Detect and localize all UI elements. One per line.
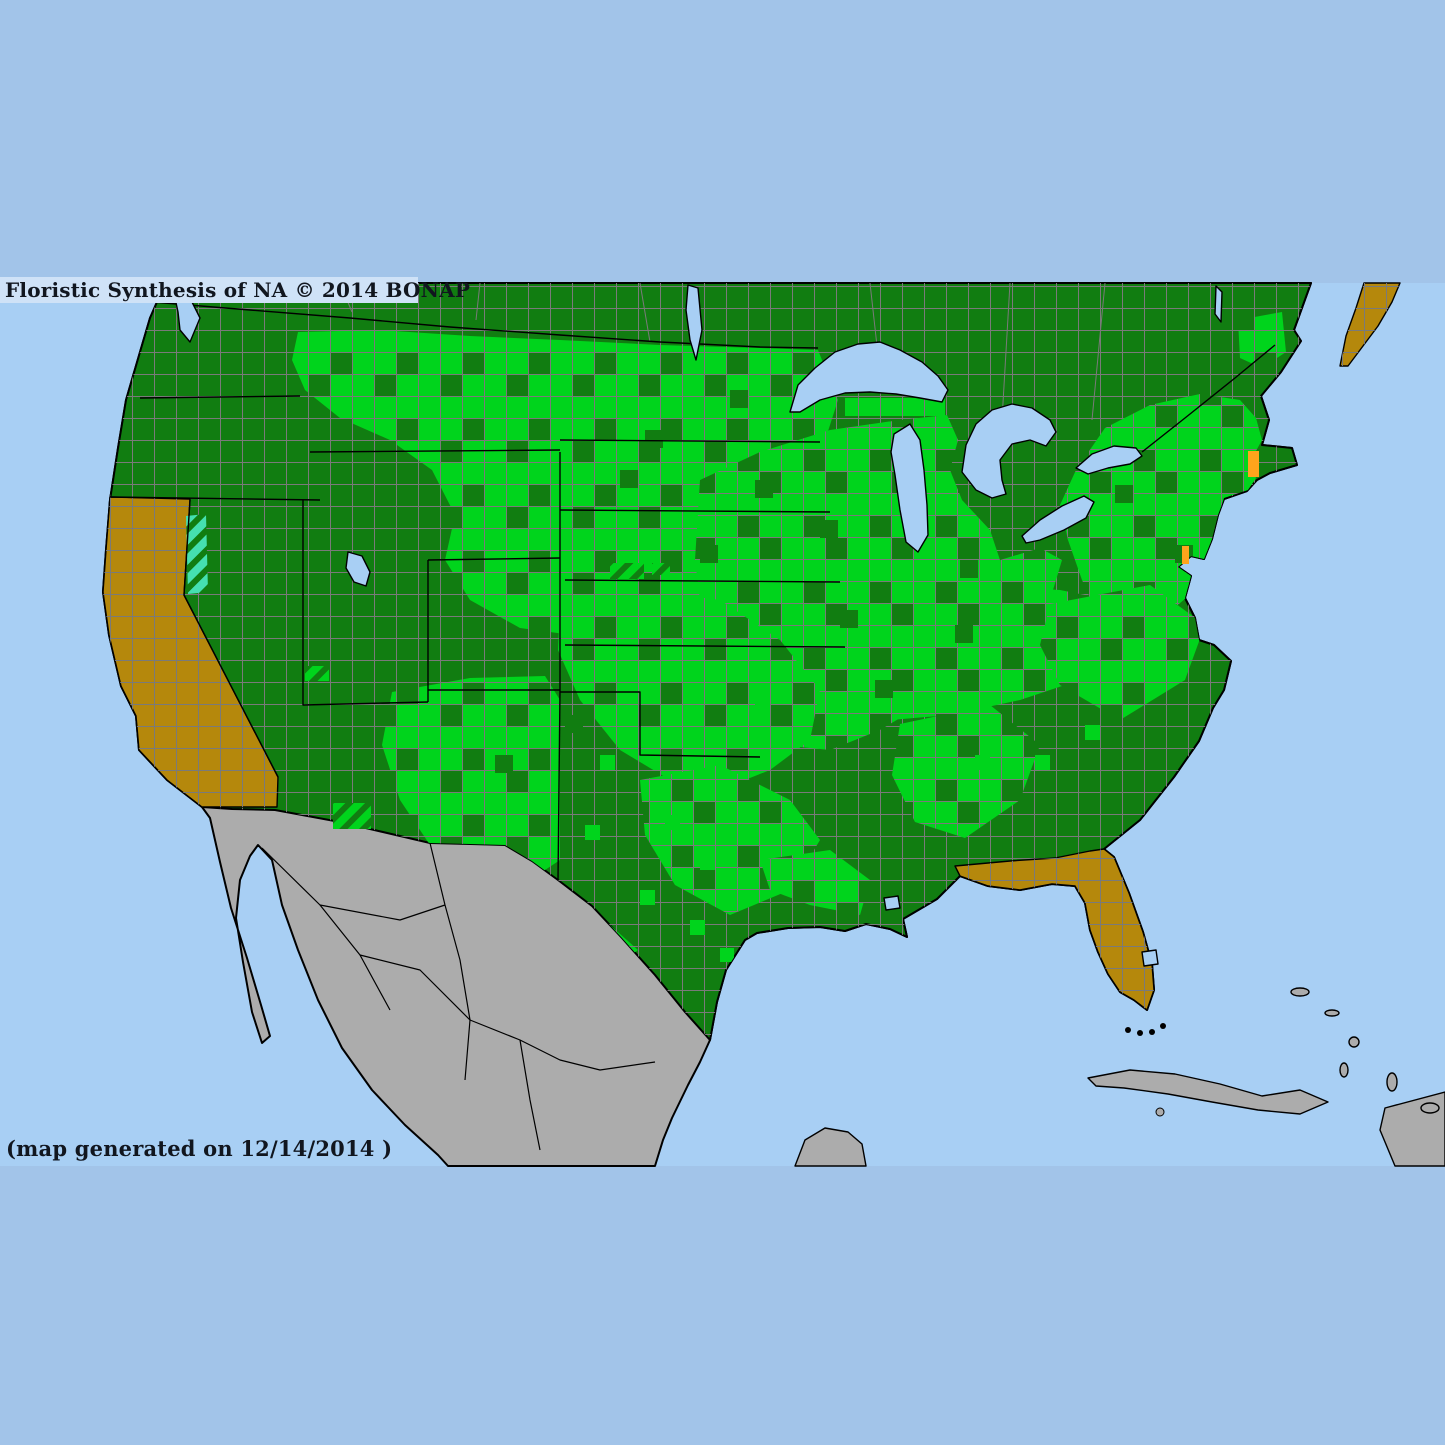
- yucatan: [794, 1127, 867, 1167]
- lake-superior: [789, 341, 949, 413]
- adventive-counties: [1182, 451, 1259, 564]
- caribbean-islands: [794, 987, 1445, 1167]
- great-salt-lake: [345, 551, 371, 587]
- map-header: Floristic Synthesis of NA © 2014 BONAP: [0, 277, 470, 303]
- lake-okeechobee: [1141, 949, 1159, 967]
- bahamas-island: [1386, 1072, 1398, 1092]
- bahamas-island: [1290, 987, 1310, 997]
- st-lawrence-river: [1141, 344, 1276, 453]
- bahamas-island: [1324, 1009, 1340, 1017]
- tahoe-rare-patch: [186, 514, 208, 594]
- florida-keys: [1125, 1023, 1166, 1036]
- lake-pontchartrain: [883, 895, 901, 911]
- state-borders: [109, 301, 1276, 881]
- lake-winnipeg: [685, 284, 703, 361]
- lakes: [174, 284, 1223, 967]
- cuba: [1087, 1069, 1329, 1115]
- title-strip: [0, 277, 418, 303]
- lake-ontario: [1075, 445, 1143, 475]
- delmarva-adventive-county: [1182, 546, 1189, 564]
- lake-huron: [961, 403, 1057, 499]
- bahamas-island: [1420, 1102, 1440, 1114]
- bright-county-sprinkles: [585, 700, 1100, 962]
- lake-michigan: [890, 423, 929, 553]
- map-panel: [0, 282, 1445, 1167]
- lake-erie: [1021, 495, 1095, 544]
- bahamas-island: [1348, 1036, 1360, 1048]
- lake-champlain: [1214, 285, 1223, 323]
- map-title: Floristic Synthesis of NA © 2014 BONAP: [5, 278, 470, 302]
- county-present-mosaic: [292, 312, 1286, 962]
- map-generated-caption: (map generated on 12/14/2014 ): [6, 1136, 392, 1161]
- rhode-island-adventive-county: [1248, 451, 1259, 477]
- mexico-state-borders: [261, 842, 656, 1151]
- isle-of-youth: [1155, 1107, 1165, 1117]
- bahamas-island: [1339, 1062, 1349, 1078]
- rare-hatched-counties: [186, 514, 670, 829]
